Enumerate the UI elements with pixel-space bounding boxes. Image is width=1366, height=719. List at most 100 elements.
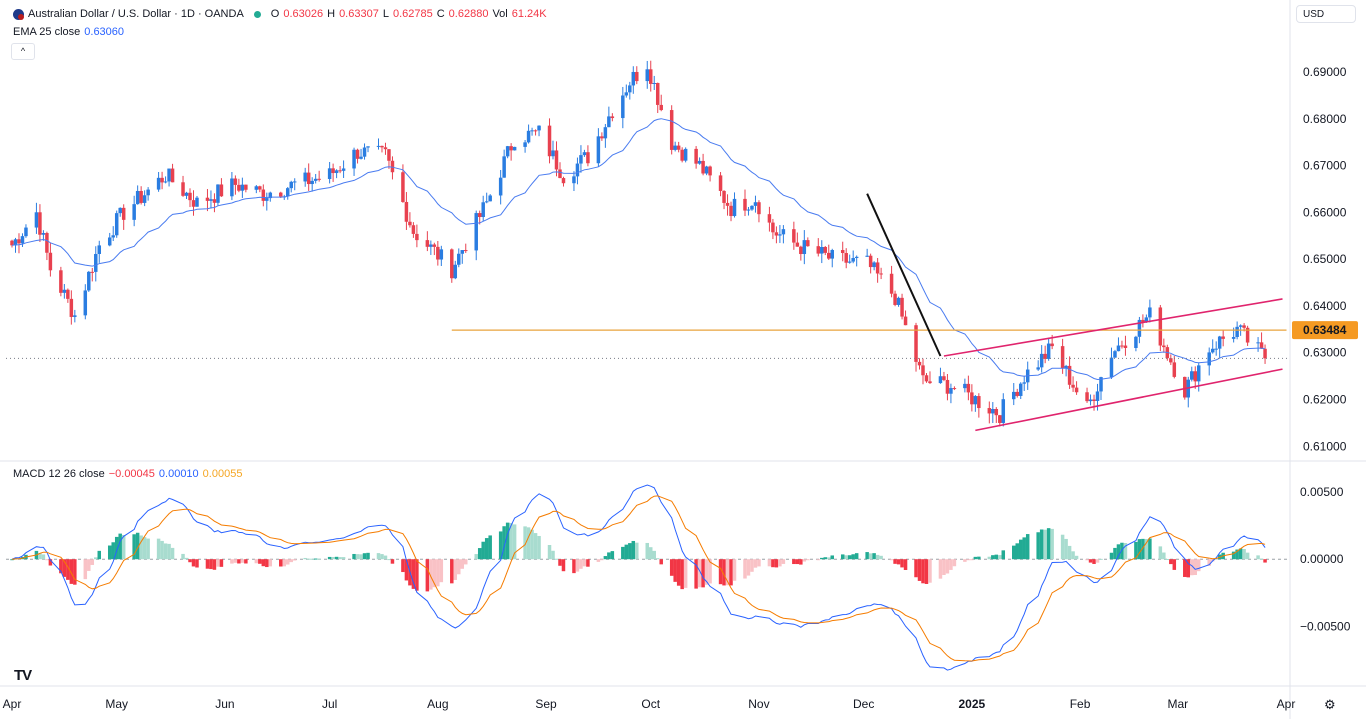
macd-histogram-bar — [631, 540, 636, 560]
candle — [547, 118, 552, 164]
candle-body — [792, 229, 796, 243]
gear-icon[interactable]: ⚙ — [1324, 697, 1336, 712]
candle-body — [10, 240, 14, 246]
candle — [708, 165, 712, 182]
candle-body — [1085, 392, 1089, 402]
macd-histogram-bar — [558, 559, 562, 566]
macd-histogram-bar — [184, 557, 189, 560]
candle-body — [1144, 317, 1149, 323]
candle-body — [69, 298, 74, 317]
candle-body — [994, 409, 999, 416]
candle — [868, 253, 873, 274]
candle — [830, 248, 834, 268]
macd-histogram-bar — [1207, 559, 1211, 566]
candle — [436, 240, 440, 266]
macd-histogram-bar — [341, 557, 346, 560]
candle — [34, 202, 39, 234]
candle-body — [432, 244, 437, 247]
macd-histogram-bar — [170, 547, 175, 560]
candle — [383, 142, 388, 155]
ema-legend[interactable]: EMA 25 close 0.63060 — [13, 26, 124, 38]
candle-body — [38, 212, 42, 235]
candle-body — [998, 415, 1002, 423]
macd-histogram-bar — [209, 559, 213, 570]
candle-body — [258, 186, 262, 190]
candle — [474, 210, 478, 261]
symbol-title[interactable]: Australian Dollar / U.S. Dollar · 1D · O… — [28, 8, 244, 20]
macd-histogram-bar — [1169, 559, 1173, 565]
candle-body — [509, 146, 513, 151]
macd-histogram-bar — [1162, 552, 1166, 560]
candle — [942, 371, 946, 382]
candle-body — [701, 160, 705, 174]
candle — [963, 378, 967, 393]
candle-body — [530, 130, 534, 132]
candle-body — [355, 149, 360, 159]
candle — [840, 241, 845, 262]
macd-histogram-bar — [352, 553, 356, 560]
candle — [676, 141, 681, 153]
candle — [1134, 335, 1138, 352]
macd-histogram-bar — [652, 550, 656, 560]
candle — [387, 149, 391, 169]
candle-body — [429, 244, 433, 247]
candle — [404, 192, 409, 230]
candle — [914, 322, 918, 372]
candle — [1085, 387, 1089, 403]
macd-histogram-bar — [1196, 559, 1201, 572]
ema-25-line — [11, 118, 1266, 381]
candle — [439, 245, 444, 267]
candle-body — [261, 189, 266, 201]
candle-body — [732, 198, 737, 217]
tradingview-logo-icon[interactable]: TV — [14, 667, 32, 684]
candle — [219, 178, 224, 197]
macd-histogram-bar — [313, 558, 318, 560]
candle-body — [498, 177, 503, 196]
candle-body — [551, 150, 555, 157]
collapse-legend-button[interactable]: ^ — [11, 43, 35, 60]
candle-body — [268, 192, 273, 199]
candle-body — [292, 181, 297, 183]
time-axis-tick: Oct — [641, 697, 660, 711]
candles-group — [10, 60, 1267, 427]
currency-selector[interactable]: USD — [1296, 5, 1356, 23]
candle-body — [366, 146, 370, 148]
candle — [1022, 375, 1026, 391]
candle-body — [17, 239, 21, 244]
candle-body — [1193, 371, 1197, 382]
candle-body — [795, 242, 800, 247]
macd-legend[interactable]: MACD 12 26 close −0.00045 0.00010 0.0005… — [13, 468, 242, 480]
macd-histogram-bar — [303, 557, 307, 560]
macd-histogram-bar — [526, 527, 531, 560]
candle-body — [1242, 325, 1246, 328]
candle — [142, 190, 147, 207]
macd-histogram-bar — [87, 559, 91, 571]
candle — [1263, 344, 1267, 364]
candle — [722, 190, 726, 210]
macd-histogram-bar — [802, 559, 807, 562]
candle-body — [24, 227, 28, 237]
candle — [1046, 337, 1051, 361]
candle — [771, 218, 775, 240]
candle — [240, 177, 245, 198]
candle — [847, 254, 852, 264]
candle-body — [771, 222, 775, 233]
candle-body — [851, 258, 855, 262]
candle — [701, 153, 705, 176]
macd-histogram-bar — [952, 559, 957, 567]
candle-body — [1113, 351, 1117, 358]
au-us-flag-icon — [13, 8, 24, 20]
candle — [865, 248, 869, 257]
candle — [554, 141, 559, 177]
candle-body — [505, 146, 510, 157]
macd-histogram-bar — [1064, 538, 1068, 560]
candle-body — [219, 184, 224, 197]
candle — [114, 210, 119, 238]
candle-body — [411, 225, 416, 234]
candle-body — [34, 212, 39, 228]
macd-histogram-bar — [457, 559, 461, 575]
candle — [694, 146, 698, 169]
candle-body — [1221, 336, 1225, 339]
candle — [586, 145, 590, 167]
